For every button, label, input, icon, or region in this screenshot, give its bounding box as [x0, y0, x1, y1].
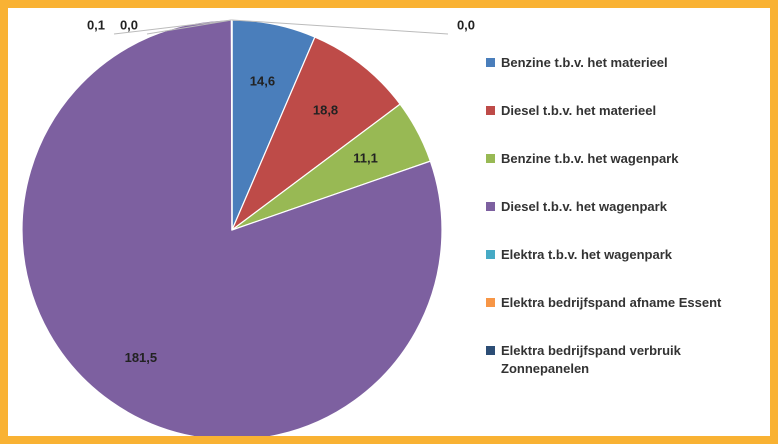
legend-label: Elektra t.b.v. het wagenpark — [501, 247, 672, 262]
legend-swatch — [486, 298, 495, 307]
leader-line — [231, 19, 449, 35]
pie-slice — [230, 36, 401, 232]
data-label: 181,5 — [125, 350, 158, 365]
legend-label: Benzine t.b.v. het wagenpark — [501, 151, 679, 166]
legend-label: Benzine t.b.v. het materieel — [501, 55, 668, 70]
data-label: 0,0 — [120, 17, 138, 32]
legend-swatch — [486, 250, 495, 259]
legend-swatch — [486, 202, 495, 211]
legend-item: Elektra t.b.v. het wagenpark — [486, 246, 766, 264]
legend-label: Diesel t.b.v. het materieel — [501, 103, 657, 118]
data-label: 0,1 — [87, 17, 105, 32]
legend-swatch — [486, 346, 495, 355]
legend-label: Elektra bedrijfspand verbruik Zonnepanel… — [501, 343, 681, 376]
pie-slice — [21, 19, 443, 436]
leader-line — [113, 19, 232, 35]
legend-swatch — [486, 106, 495, 115]
legend-swatch — [486, 154, 495, 163]
legend-item: Benzine t.b.v. het materieel — [486, 54, 766, 72]
legend-label: Diesel t.b.v. het wagenpark — [501, 199, 667, 214]
data-label: 14,6 — [250, 73, 275, 88]
legend-item: Elektra bedrijfspand afname Essent — [486, 294, 766, 312]
legend-swatch — [486, 58, 495, 67]
data-label: 18,8 — [313, 103, 338, 118]
legend-item: Diesel t.b.v. het wagenpark — [486, 198, 766, 216]
leader-line — [146, 19, 233, 35]
legend-item: Diesel t.b.v. het materieel — [486, 102, 766, 120]
data-label: 11,1 — [353, 150, 378, 165]
legend-item: Elektra bedrijfspand verbruik Zonnepanel… — [486, 342, 766, 378]
chart: 14,6 18,8 11,1 181,5 0,1 0,0 0,0 — [21, 17, 475, 436]
legend-item: Benzine t.b.v. het wagenpark — [486, 150, 766, 168]
data-label: 0,0 — [457, 17, 475, 32]
legend-label: Elektra bedrijfspand afname Essent — [501, 295, 722, 310]
